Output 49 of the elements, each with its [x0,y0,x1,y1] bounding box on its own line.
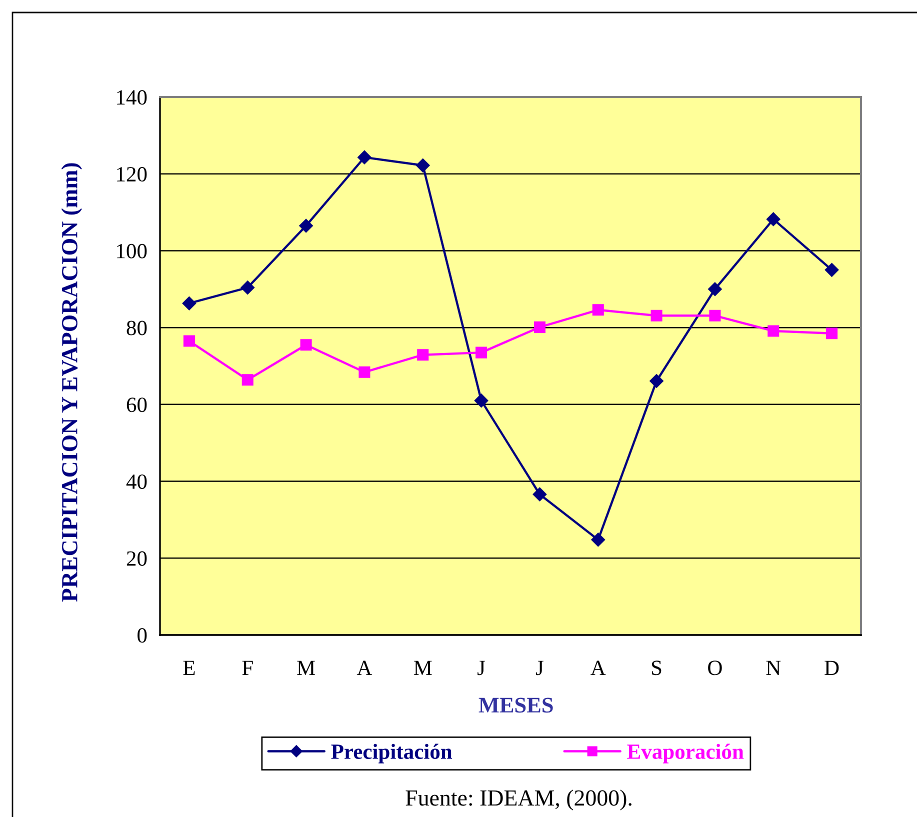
point [592,304,604,316]
y-tick-label: 20 [126,551,147,566]
x-tick-label: F [242,660,253,675]
point [532,487,547,502]
y-tick-label: 0 [138,628,147,643]
point [591,532,606,547]
y-axis-title: PRECIPITACION Y EVAPORACION (mm) [61,163,82,602]
point [650,374,664,388]
point [708,282,722,296]
x-tick-label: S [652,660,662,676]
x-tick-label: O [708,660,722,676]
point [242,374,254,386]
point [709,310,721,322]
legend-label: Evaporación [627,744,744,764]
x-tick-label: M [414,660,432,675]
point [826,328,838,340]
point [824,262,839,277]
point [358,366,370,378]
point [474,394,488,408]
x-tick-label: J [478,660,486,676]
point [417,349,429,361]
y-tick-label: 80 [126,320,147,336]
point [766,212,780,226]
point [534,321,546,333]
point [183,335,195,347]
y-tick-label: 120 [117,167,147,182]
x-tick-label: M [297,660,315,675]
point [416,158,430,172]
point [650,310,662,322]
y-tick-label: 140 [117,90,147,105]
x-tick-label: N [766,660,781,675]
x-tick-label: D [824,660,839,675]
x-tick-label: A [590,660,606,675]
point [240,280,255,295]
x-axis-title: MESES [478,698,553,713]
point [182,296,196,310]
point [476,346,488,358]
source-note: Fuente: IDEAM, (2000). [406,790,632,810]
y-tick-label: 40 [126,474,147,489]
x-tick-label: A [356,660,372,675]
point [357,150,372,164]
x-tick-label: J [536,660,544,676]
point [300,339,312,351]
y-tick-label: 100 [117,244,147,258]
x-tick-label: E [183,660,195,675]
point [299,218,314,233]
y-tick-label: 60 [126,398,147,412]
point [768,325,780,337]
legend-label: Precipitación [331,744,452,764]
